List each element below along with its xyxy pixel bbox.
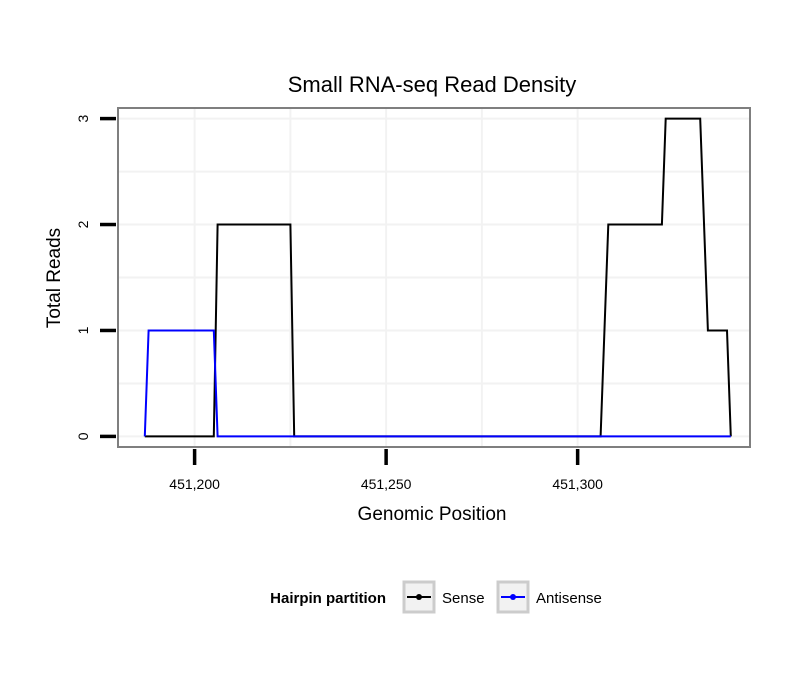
legend-title: Hairpin partition (270, 590, 386, 607)
legend-item-antisense: Antisense (496, 580, 602, 614)
grid-lines (118, 108, 750, 447)
y-axis-title: Total Reads (44, 228, 65, 328)
y-tick-label: 2 (75, 220, 91, 228)
x-tick-label: 451,200 (169, 476, 220, 492)
legend-dot-antisense (510, 594, 516, 600)
x-axis-ticks: 451,200 451,250 451,300 (169, 449, 603, 492)
y-tick-label: 0 (75, 432, 91, 440)
series-line-antisense (143, 329, 731, 438)
series-line-sense (144, 117, 732, 438)
legend-dot-sense (416, 594, 422, 600)
plot-panel-border (117, 107, 751, 448)
x-tick-label: 451,300 (552, 476, 603, 492)
chart-title: Small RNA-seq Read Density (288, 72, 577, 97)
legend-label-antisense: Antisense (536, 590, 602, 607)
y-tick-label: 1 (75, 326, 91, 334)
y-tick-label: 3 (75, 114, 91, 122)
series-lines (143, 117, 732, 438)
legend-item-sense: Sense (402, 580, 485, 614)
y-axis-ticks: 0 1 2 3 (75, 114, 116, 440)
legend-label-sense: Sense (442, 590, 485, 607)
x-tick-label: 451,250 (361, 476, 412, 492)
x-axis-title: Genomic Position (358, 504, 507, 525)
legend: Hairpin partition Sense Antisense (270, 580, 602, 614)
